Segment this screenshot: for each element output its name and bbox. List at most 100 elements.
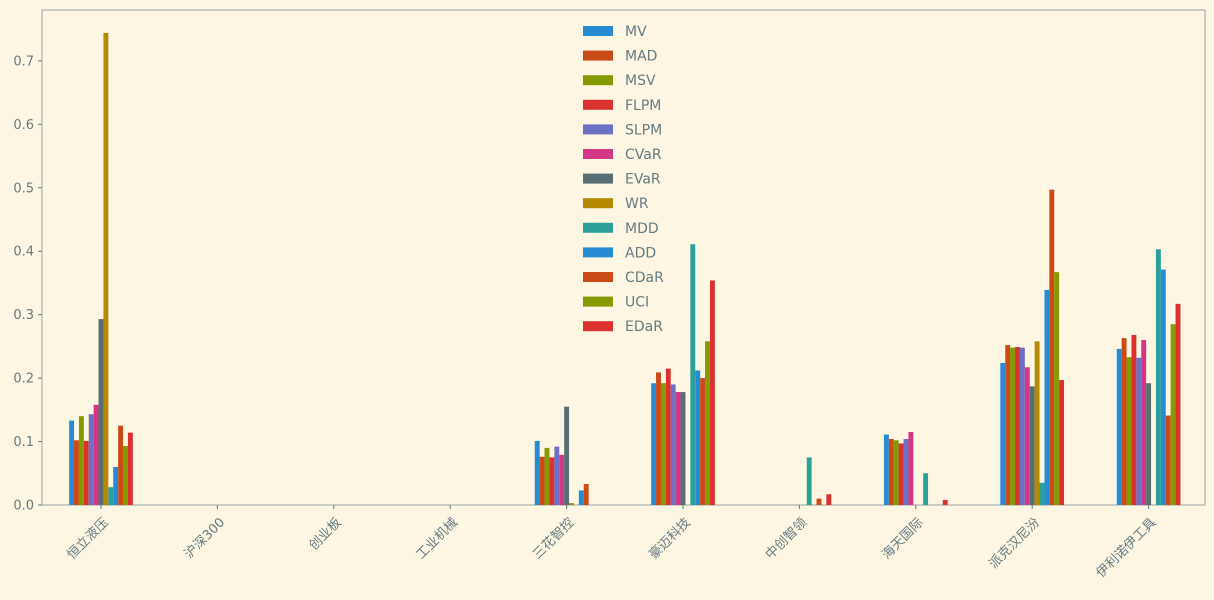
bar-add-0 bbox=[113, 466, 119, 505]
bar-flpm-4 bbox=[549, 457, 555, 505]
legend-label-mad: MAD bbox=[625, 49, 657, 65]
legend-label-mdd: MDD bbox=[625, 221, 659, 237]
bar-cvar-0 bbox=[93, 404, 99, 505]
bar-edar-7 bbox=[942, 499, 948, 505]
bar-cdar-4 bbox=[583, 484, 589, 505]
bar-edar-6 bbox=[826, 494, 832, 505]
bar-add-5 bbox=[695, 370, 701, 505]
bar-mdd-8 bbox=[1039, 482, 1045, 505]
y-tick-label: 0.5 bbox=[13, 181, 34, 196]
legend-label-evar: EVaR bbox=[625, 172, 661, 188]
x-tick-label: 中创智领 bbox=[763, 515, 810, 562]
bar-edar-8 bbox=[1059, 380, 1065, 505]
bar-msv-7 bbox=[893, 440, 899, 505]
bar-mv-4 bbox=[534, 440, 540, 505]
bar-wr-8 bbox=[1034, 341, 1040, 505]
y-tick-label: 0.0 bbox=[13, 499, 34, 514]
bar-msv-9 bbox=[1126, 357, 1132, 505]
x-tick-label: 豪迈科技 bbox=[646, 515, 694, 563]
bar-add-4 bbox=[578, 490, 584, 505]
bar-mv-9 bbox=[1116, 348, 1122, 505]
legend: MV MAD MSV FLPM SLPM CVaR EVaR WR MDD ADD CDaR UCI E… bbox=[583, 24, 664, 335]
legend-swatch-cvar bbox=[583, 149, 613, 159]
bar-slpm-8 bbox=[1019, 347, 1025, 505]
bar-mdd-9 bbox=[1155, 249, 1161, 505]
bar-uci-8 bbox=[1054, 272, 1060, 505]
x-tick-label: 恒立液压 bbox=[64, 515, 111, 562]
bar-mad-5 bbox=[656, 372, 661, 505]
legend-swatch-evar bbox=[583, 173, 613, 184]
bars-group bbox=[69, 32, 1181, 506]
bar-msv-8 bbox=[1010, 347, 1016, 505]
bar-edar-0 bbox=[127, 432, 133, 505]
x-tick-label: 派克汉尼汾 bbox=[986, 515, 1043, 572]
bar-mad-4 bbox=[539, 456, 545, 505]
bar-flpm-0 bbox=[83, 440, 89, 505]
y-tick-label: 0.3 bbox=[13, 308, 34, 323]
bar-slpm-7 bbox=[903, 439, 909, 505]
bar-flpm-9 bbox=[1131, 334, 1137, 505]
legend-label-uci: UCI bbox=[625, 295, 649, 311]
bar-flpm-7 bbox=[898, 443, 904, 505]
legend-swatch-mad bbox=[583, 50, 613, 61]
legend-label-edar: EDaR bbox=[625, 319, 663, 335]
bar-uci-9 bbox=[1170, 324, 1176, 505]
bar-mad-8 bbox=[1005, 345, 1011, 505]
legend-label-mv: MV bbox=[625, 24, 647, 40]
bar-evar-5 bbox=[680, 392, 686, 505]
bar-uci-5 bbox=[705, 341, 710, 505]
bar-cvar-8 bbox=[1024, 367, 1030, 505]
bar-mv-8 bbox=[1000, 362, 1006, 505]
bar-cdar-5 bbox=[700, 378, 706, 505]
y-tick-label: 0.6 bbox=[13, 118, 34, 133]
legend-swatch-uci bbox=[583, 296, 613, 307]
bar-add-8 bbox=[1044, 289, 1050, 505]
bar-edar-5 bbox=[709, 280, 715, 505]
bar-cvar-5 bbox=[675, 392, 681, 505]
x-tick-label: 创业板 bbox=[306, 515, 344, 553]
y-tick-label: 0.4 bbox=[13, 245, 34, 260]
x-tick-label: 工业机械 bbox=[414, 515, 461, 562]
bar-evar-4 bbox=[564, 406, 570, 505]
bar-uci-0 bbox=[123, 445, 128, 505]
bar-cdar-9 bbox=[1165, 415, 1171, 505]
legend-swatch-mdd bbox=[583, 222, 613, 233]
x-tick-label: 三花智控 bbox=[529, 515, 577, 563]
legend-swatch-edar bbox=[583, 321, 613, 332]
bar-slpm-0 bbox=[88, 414, 94, 505]
bar-mv-5 bbox=[651, 383, 657, 505]
legend-label-slpm: SLPM bbox=[625, 122, 662, 138]
legend-swatch-msv bbox=[583, 75, 613, 86]
bar-slpm-5 bbox=[670, 384, 676, 505]
legend-swatch-wr bbox=[583, 198, 613, 209]
bar-add-9 bbox=[1160, 269, 1166, 505]
legend-swatch-slpm bbox=[583, 124, 613, 135]
legend-label-wr: WR bbox=[625, 196, 649, 212]
x-axis: 恒立液压 沪深300 创业板 工业机械 三花智控 豪迈科技 中创智领 海天国际 派克汉尼汾 伊利诺… bbox=[64, 505, 1159, 581]
bar-mad-9 bbox=[1121, 338, 1127, 505]
legend-label-msv: MSV bbox=[625, 73, 656, 89]
bar-cvar-4 bbox=[559, 454, 565, 505]
bar-evar-9 bbox=[1146, 383, 1152, 505]
bar-mdd-6 bbox=[806, 457, 812, 505]
bar-edar-9 bbox=[1175, 303, 1181, 505]
bar-slpm-9 bbox=[1136, 357, 1142, 505]
bar-mad-0 bbox=[74, 440, 79, 505]
bar-mv-7 bbox=[883, 434, 889, 505]
bar-cdar-8 bbox=[1049, 189, 1055, 505]
x-tick-label: 伊利诺伊工具 bbox=[1094, 515, 1160, 581]
bar-evar-8 bbox=[1029, 386, 1035, 505]
bar-wr-0 bbox=[103, 32, 109, 506]
bar-msv-5 bbox=[660, 383, 666, 505]
bar-mad-7 bbox=[888, 439, 894, 505]
bar-mdd-0 bbox=[108, 487, 114, 505]
x-tick-label: 沪深300 bbox=[181, 515, 228, 562]
bar-msv-4 bbox=[544, 447, 550, 505]
y-tick-label: 0.2 bbox=[13, 372, 34, 387]
legend-swatch-add bbox=[583, 247, 613, 258]
bar-msv-0 bbox=[78, 416, 84, 505]
bar-mv-0 bbox=[69, 420, 75, 505]
bar-cvar-9 bbox=[1141, 340, 1147, 505]
y-axis: 0.0 0.1 0.2 0.3 0.4 0.5 0.6 0.7 bbox=[13, 54, 42, 514]
